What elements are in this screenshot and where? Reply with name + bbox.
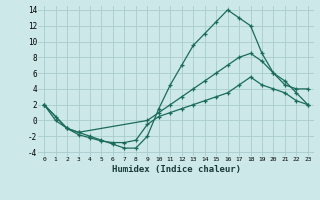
X-axis label: Humidex (Indice chaleur): Humidex (Indice chaleur) xyxy=(111,165,241,174)
